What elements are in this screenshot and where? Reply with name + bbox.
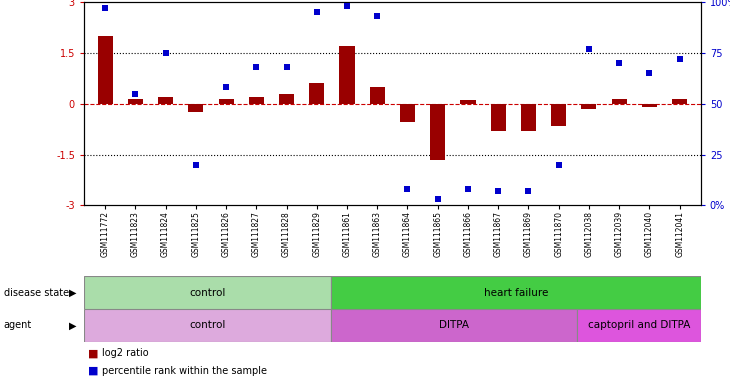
Point — [402, 186, 413, 192]
Point — [492, 188, 504, 194]
Point — [341, 3, 353, 9]
Text: ■: ■ — [88, 348, 98, 358]
Text: ▶: ▶ — [69, 320, 77, 331]
Bar — [128, 99, 143, 104]
Point — [613, 60, 625, 66]
Point — [583, 46, 595, 52]
Bar — [331, 276, 701, 309]
Bar — [577, 309, 701, 342]
Point — [220, 84, 232, 91]
Bar — [521, 104, 536, 131]
Bar — [430, 104, 445, 160]
Text: control: control — [189, 320, 226, 331]
Point — [432, 196, 444, 202]
Bar — [249, 97, 264, 104]
Text: heart failure: heart failure — [483, 288, 548, 298]
Point — [311, 9, 323, 15]
Bar — [672, 99, 687, 104]
Point — [281, 64, 293, 70]
Bar — [310, 83, 324, 104]
Text: DITPA: DITPA — [439, 320, 469, 331]
Bar — [551, 104, 566, 126]
Text: disease state: disease state — [4, 288, 69, 298]
Bar — [158, 97, 173, 104]
Bar — [84, 309, 331, 342]
Bar — [491, 104, 506, 131]
Point — [462, 186, 474, 192]
Bar — [400, 104, 415, 122]
Bar — [218, 99, 234, 104]
Text: agent: agent — [4, 320, 32, 331]
Point — [523, 188, 534, 194]
Bar — [369, 87, 385, 104]
Text: ▶: ▶ — [69, 288, 77, 298]
Bar — [612, 99, 627, 104]
Point — [372, 13, 383, 19]
Point — [99, 5, 111, 11]
Text: log2 ratio: log2 ratio — [102, 348, 149, 358]
Point — [674, 56, 685, 62]
Bar — [98, 36, 112, 104]
Bar — [331, 309, 577, 342]
Bar — [642, 104, 657, 107]
Point — [644, 70, 656, 76]
Point — [190, 162, 201, 168]
Text: percentile rank within the sample: percentile rank within the sample — [102, 366, 267, 376]
Text: control: control — [189, 288, 226, 298]
Bar — [581, 104, 596, 109]
Text: ■: ■ — [88, 366, 98, 376]
Bar — [279, 94, 294, 104]
Point — [250, 64, 262, 70]
Bar — [461, 100, 475, 104]
Point — [553, 162, 564, 168]
Point — [160, 50, 172, 56]
Text: captopril and DITPA: captopril and DITPA — [588, 320, 691, 331]
Bar — [188, 104, 204, 112]
Bar — [339, 46, 355, 104]
Point — [129, 91, 141, 97]
Bar — [84, 276, 331, 309]
